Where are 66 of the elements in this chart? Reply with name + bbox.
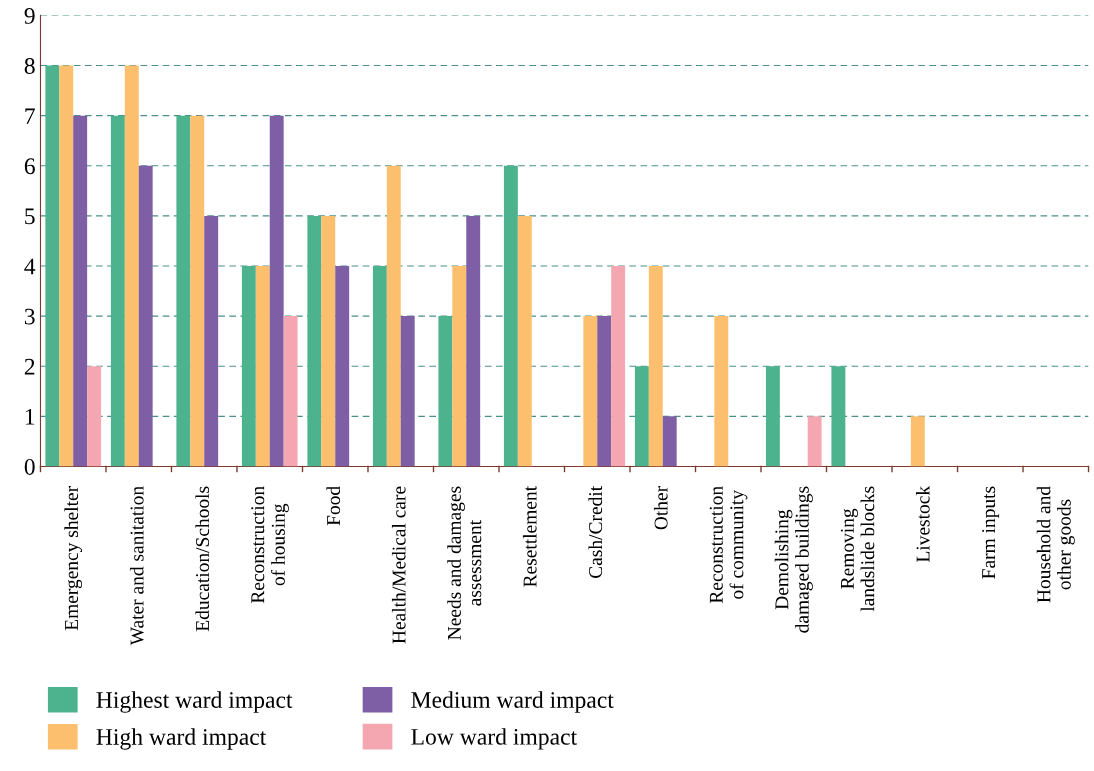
bar <box>831 366 846 467</box>
y-tick-label: 8 <box>24 58 35 74</box>
bar <box>321 215 336 467</box>
legend-label: Low ward impact <box>411 728 577 750</box>
bar <box>269 115 284 467</box>
legend-label: Medium ward impact <box>411 691 614 713</box>
x-tick-label: Resettlement <box>522 486 537 587</box>
bar <box>452 266 467 467</box>
y-tick-label: 1 <box>25 408 35 425</box>
x-tick-label: Health/Medical care <box>391 486 406 644</box>
bar <box>648 266 663 467</box>
y-tick-label: 0 <box>24 458 35 475</box>
x-tick-label: Other <box>653 486 668 530</box>
bar <box>138 165 153 467</box>
y-tick-label: 3 <box>24 308 35 325</box>
x-tick-label: Needs and damages assessment <box>447 486 482 640</box>
bar <box>466 215 481 467</box>
x-tick-label: Reconstruction of community <box>709 486 748 604</box>
bar <box>45 65 60 467</box>
x-tick-label: Food <box>326 486 341 526</box>
bar <box>400 316 415 467</box>
bar <box>73 115 88 467</box>
bar <box>59 65 74 467</box>
bar <box>807 416 822 467</box>
x-tick-label: Cash/Credit <box>588 486 603 578</box>
y-tick-label: 5 <box>25 208 35 225</box>
x-tick-label: Water and sanitation <box>129 486 144 646</box>
y-tick-label: 7 <box>25 108 35 124</box>
x-tick-label: Emergency shelter <box>64 486 83 631</box>
bar <box>662 416 677 467</box>
bar <box>204 215 219 467</box>
bar <box>438 316 453 467</box>
x-tick-label: Removing landslide blocks <box>840 486 875 612</box>
legend-label: High ward impact <box>96 728 267 750</box>
y-tick-label: 9 <box>24 7 35 24</box>
bar <box>634 366 649 467</box>
x-tick-label: Livestock <box>915 485 930 563</box>
x-tick-label: Farm inputs <box>982 486 1000 579</box>
bar <box>110 115 125 467</box>
bar <box>190 115 205 467</box>
bar <box>124 65 139 467</box>
bar <box>503 165 518 467</box>
bar <box>255 266 270 467</box>
y-tick-label: 6 <box>24 158 35 175</box>
y-tick-label: 4 <box>24 258 36 275</box>
y-tick-label: 2 <box>24 358 35 375</box>
bar <box>307 215 322 467</box>
bar <box>176 115 191 467</box>
legend-label: Highest ward impact <box>96 691 293 713</box>
bar <box>386 165 401 467</box>
bar <box>335 266 350 467</box>
bar <box>910 416 925 467</box>
x-tick-label: Demolishing damaged buildings <box>774 486 813 633</box>
bar <box>87 366 102 467</box>
x-tick-label: Education/Schools <box>195 486 210 632</box>
bar <box>372 266 387 467</box>
bar <box>283 316 298 467</box>
x-tick-label: Reconstruction of housing <box>251 486 289 604</box>
bar <box>241 266 256 467</box>
x-tick-label: Household and other goods <box>1036 486 1075 603</box>
bar <box>714 316 729 467</box>
bar <box>765 366 780 467</box>
bar <box>611 266 626 467</box>
bar <box>583 316 598 467</box>
bar <box>517 215 532 467</box>
bar <box>597 316 612 467</box>
